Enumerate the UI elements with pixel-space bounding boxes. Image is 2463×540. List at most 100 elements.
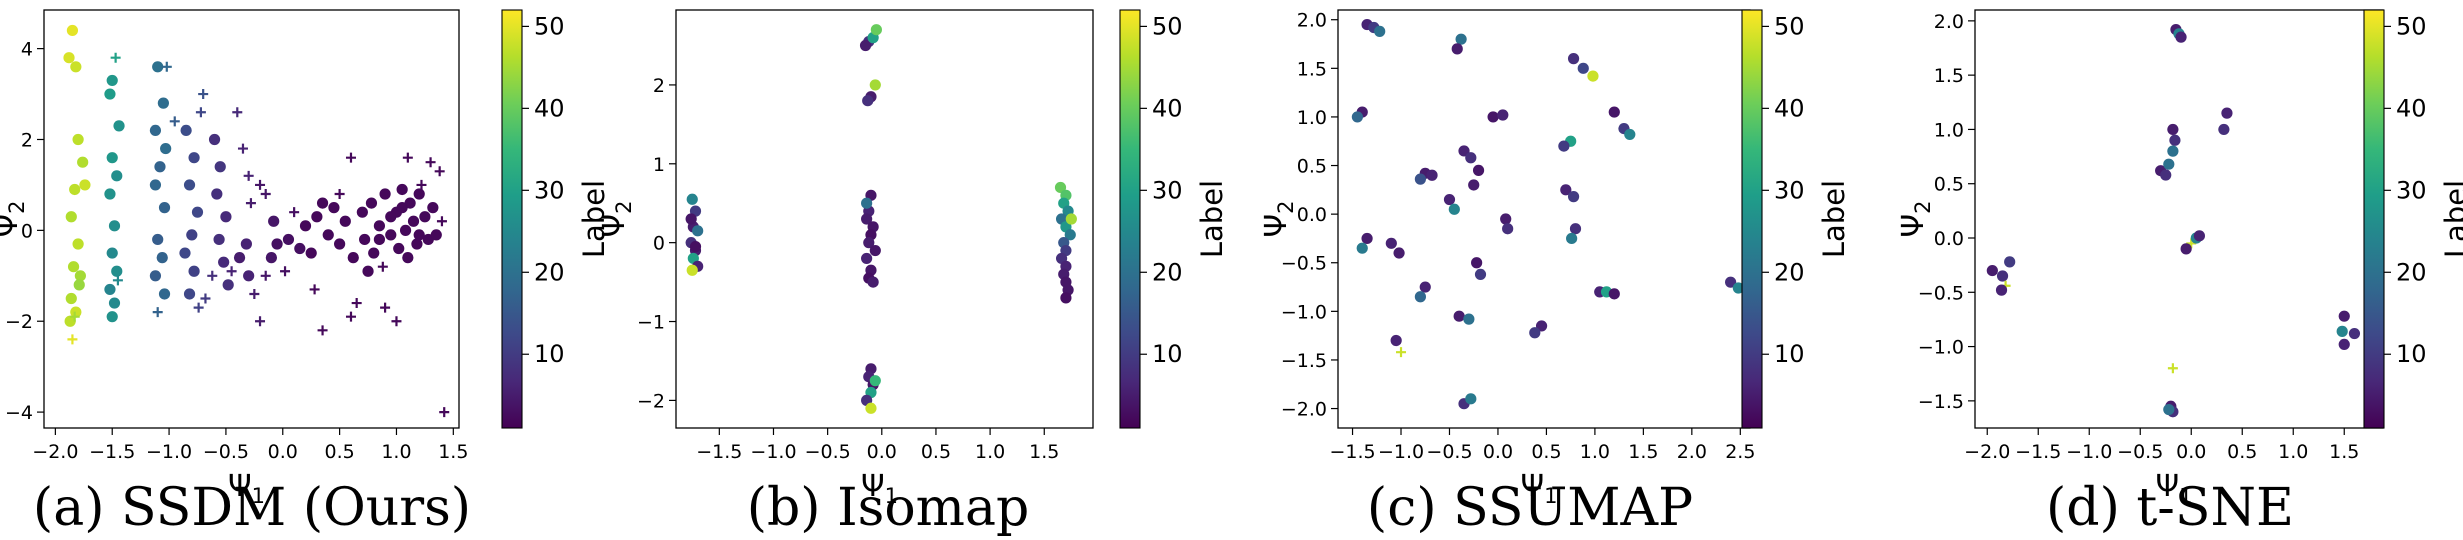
x-tick-label: −1.5 (89, 441, 135, 463)
x-axis-label: Ψ1 (228, 469, 265, 508)
data-point (1458, 145, 1470, 157)
data-point (1455, 33, 1467, 45)
x-tick-label: 0.5 (921, 441, 951, 463)
x-tick-label: 1.5 (438, 441, 468, 463)
data-point (1624, 128, 1636, 141)
data-point (356, 206, 368, 218)
colorbar-label: Label (1195, 180, 1229, 258)
data-point-plus (309, 284, 320, 295)
x-tick-label: 1.5 (2329, 441, 2359, 463)
y-axis-label: Ψ2 (1896, 201, 1935, 238)
y-tick-label: 0.5 (1297, 156, 1327, 178)
data-point (869, 79, 881, 91)
data-point (1502, 223, 1514, 235)
data-point (1472, 164, 1485, 176)
data-point (183, 179, 196, 191)
data-point (362, 265, 374, 277)
data-point (106, 152, 118, 164)
data-point (1426, 169, 1438, 181)
data-point (862, 95, 874, 107)
data-point-plus (245, 198, 256, 209)
data-point (859, 39, 872, 52)
colorbar-tick-label: 50 (1152, 12, 1183, 40)
y-tick-label: 0.5 (1934, 174, 1964, 196)
y-tick-label: 0 (21, 220, 33, 242)
y-tick-label: −0.5 (1918, 282, 1964, 304)
data-point (368, 247, 380, 259)
data-point-plus (112, 275, 123, 286)
data-point (1390, 334, 1402, 347)
data-point-plus (402, 152, 413, 163)
x-tick-label: −2.0 (32, 441, 78, 463)
data-point-plus (2167, 363, 2178, 374)
y-tick-label: 1.0 (1934, 119, 1964, 141)
data-point (1569, 223, 1582, 235)
x-tick-label: −1.0 (146, 441, 192, 463)
data-point (1471, 257, 1483, 269)
x-axis-label: Ψ1 (861, 469, 898, 508)
data-point (1995, 284, 2008, 296)
x-tick-label: 0.0 (867, 441, 897, 463)
y-tick-label: 1.5 (1297, 58, 1327, 80)
data-point (1393, 247, 1405, 259)
data-point (64, 315, 76, 327)
data-point (191, 206, 204, 218)
data-point (373, 233, 386, 246)
data-point (1608, 288, 1620, 300)
data-point-plus (198, 89, 209, 100)
data-point (373, 220, 386, 232)
data-point (149, 179, 162, 191)
data-point (156, 252, 168, 264)
y-tick-label: −1 (637, 312, 665, 334)
data-point-plus (169, 116, 180, 127)
data-point (1374, 25, 1386, 37)
panel-a: −2.0 −1.5 −1.0 −0.5 0.0 0.5 1.0 1.5 −4 −2 0 2 4 Ψ1 Ψ2 1… (0, 9, 611, 508)
x-tick-label: 1.5 (1029, 441, 1059, 463)
x-tick-label: 0.0 (1483, 441, 1513, 463)
y-tick-label: 2 (21, 129, 33, 151)
data-point-plus (249, 288, 260, 299)
data-point (211, 188, 223, 200)
data-point (67, 261, 80, 273)
data-point (686, 264, 698, 276)
data-point (1577, 62, 1589, 74)
colorbar (1119, 9, 1141, 429)
data-point (149, 270, 162, 282)
data-point (379, 188, 391, 200)
data-point-plus (207, 270, 218, 281)
data-point (347, 252, 359, 264)
data-point (1558, 140, 1570, 152)
x-tick-label: 1.0 (975, 441, 1005, 463)
data-point (365, 197, 378, 209)
data-point (63, 52, 75, 64)
y-tick-label: 1 (653, 154, 665, 176)
data-point (1500, 213, 1512, 225)
data-point (208, 133, 221, 146)
y-tick-label: 0 (653, 233, 665, 255)
caption-c: (c) SSUMAP (1366, 478, 1694, 538)
colorbar-tick-label: 20 (1152, 258, 1183, 286)
colorbar-tick-label: 40 (1152, 94, 1183, 122)
colorbar-label: Label (2439, 180, 2463, 258)
data-point-plus (255, 179, 266, 190)
data-point-plus (280, 266, 291, 277)
data-point-plus (317, 325, 328, 336)
data-point (1060, 292, 1072, 304)
panel-b: −1.5 −1.0 −0.5 0.0 0.5 1.0 1.5 −2 −1 0 1 2 Ψ1 Ψ2 10 20 3… (597, 9, 1229, 508)
data-point (1567, 191, 1580, 203)
data-point (104, 188, 116, 200)
colorbar (1741, 9, 1763, 429)
data-point-plus (434, 166, 445, 177)
x-tick-label: 1.5 (1628, 441, 1658, 463)
y-tick-label: −2 (5, 311, 33, 333)
colorbar-tick-label: 40 (534, 94, 565, 122)
data-point (863, 237, 875, 249)
colorbar-tick-label: 10 (1774, 340, 1805, 368)
data-point (869, 244, 881, 257)
y-axis-label: Ψ2 (0, 201, 29, 238)
x-tick-label: 0.5 (2227, 441, 2257, 463)
data-point-plus (152, 307, 163, 318)
data-point-plus (289, 207, 300, 218)
data-point (692, 225, 704, 237)
y-tick-label: −2.0 (1281, 399, 1327, 421)
